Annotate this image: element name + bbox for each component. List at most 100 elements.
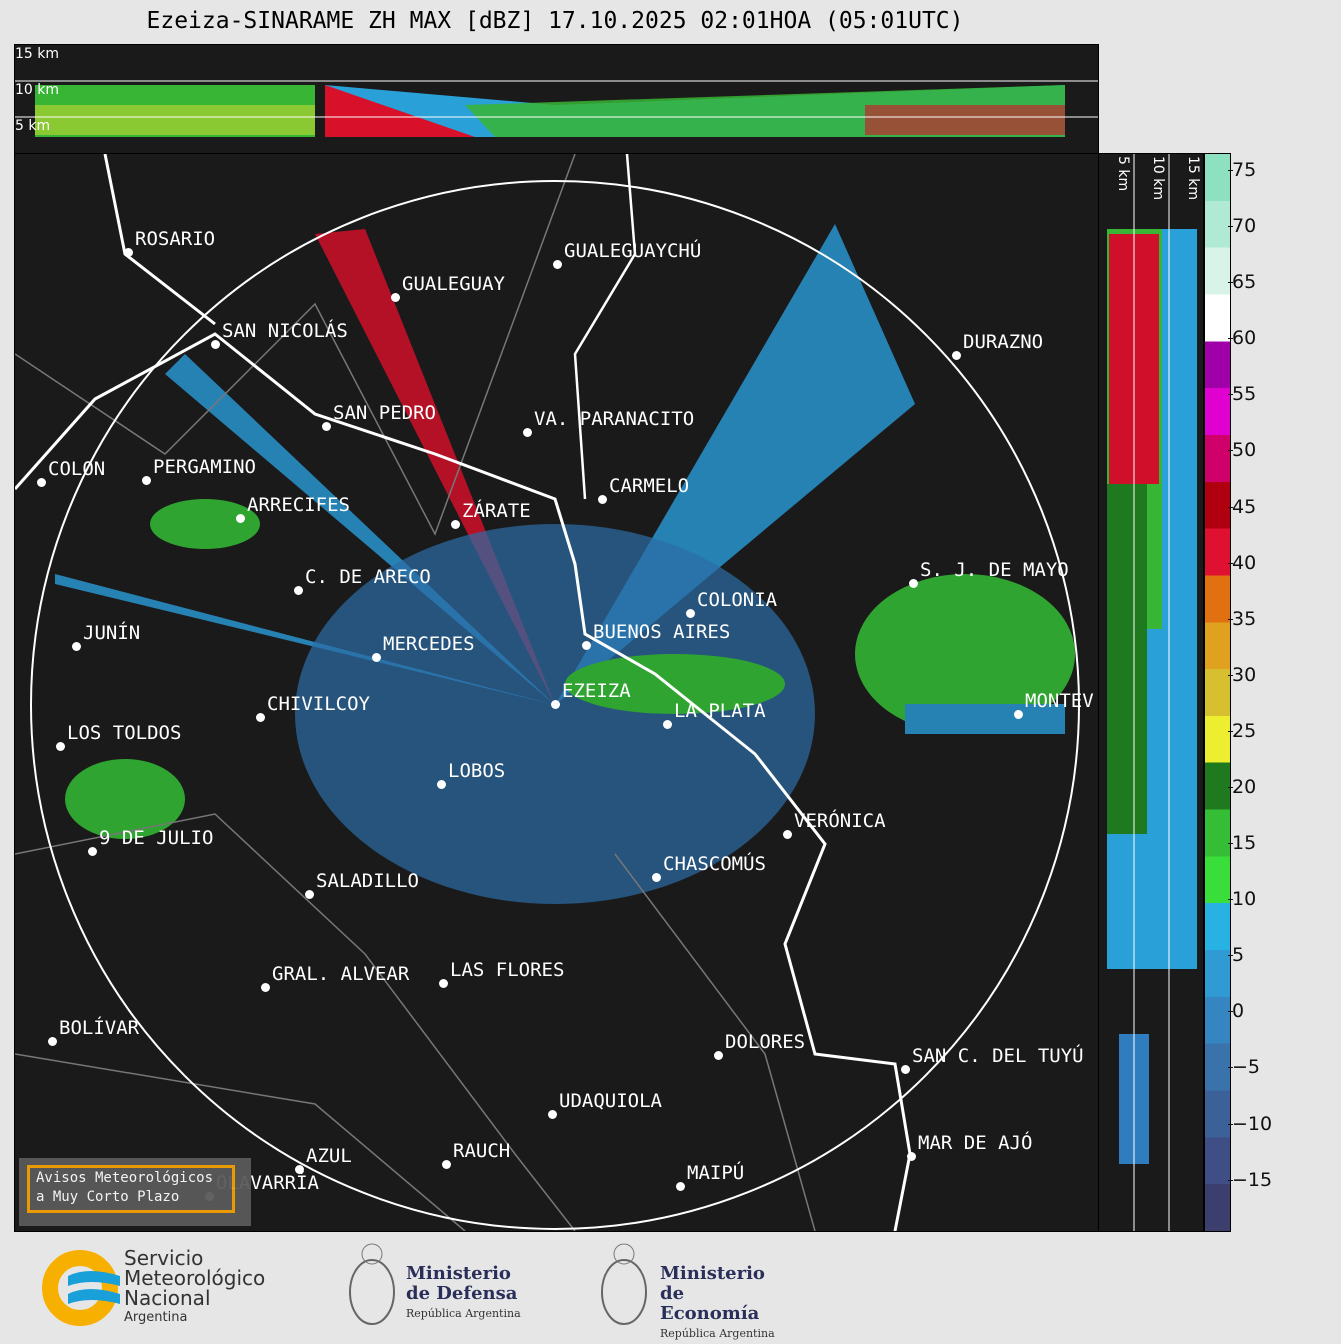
- colorbar-tick: 65: [1227, 271, 1257, 294]
- radar-map[interactable]: ROSARIO GUALEGUAYCHÚ GUALEGUAY SAN NICOLÁS D…: [14, 153, 1099, 1232]
- city-label: MAIPÚ: [687, 1162, 745, 1184]
- city-label: LOBOS: [448, 760, 506, 782]
- city-label: COLONIA: [697, 589, 778, 611]
- city-label: JUNÍN: [83, 622, 141, 644]
- city-marker: [907, 1152, 916, 1161]
- city-marker: [72, 642, 81, 651]
- city-marker: [437, 780, 446, 789]
- colorbar-tick: −5: [1227, 1056, 1261, 1079]
- city-label: BOLÍVAR: [59, 1017, 140, 1039]
- city-marker: [372, 653, 381, 662]
- smn-text: Servicio: [124, 1246, 204, 1270]
- colorbar-tick: 25: [1227, 719, 1257, 742]
- city-label: S. J. DE MAYO: [920, 559, 1069, 581]
- city-marker: [391, 293, 400, 302]
- city-label: AZUL: [306, 1145, 352, 1167]
- height-label: 15 km: [15, 46, 60, 62]
- city-label: SAN C. DEL TUYÚ: [912, 1045, 1084, 1067]
- defensa-text: de Defensa: [406, 1283, 518, 1304]
- height-label: 10 km: [1150, 156, 1166, 201]
- city-marker: [305, 890, 314, 899]
- side-cross-section-panel: 5 km 10 km 15 km: [1098, 153, 1204, 1232]
- city-label: RAUCH: [453, 1140, 511, 1162]
- city-marker: [88, 847, 97, 856]
- avisos-line2: a Muy Corto Plazo: [36, 1189, 180, 1205]
- avisos-line1: Avisos Meteorológicos: [36, 1170, 214, 1186]
- city-marker: [523, 428, 532, 437]
- city-marker: [439, 979, 448, 988]
- economia-logo: Ministerio de Economía República Argentina: [598, 1240, 788, 1340]
- colorbar-tick: 20: [1227, 775, 1257, 798]
- height-label: 5 km: [1115, 156, 1131, 192]
- city-label: C. DE ARECO: [305, 566, 431, 588]
- city-label: CHIVILCOY: [267, 693, 370, 715]
- economia-text: de Economía: [660, 1283, 760, 1324]
- colorbar-tick: 55: [1227, 383, 1257, 406]
- city-marker: [124, 248, 133, 257]
- colorbar-tick: 50: [1227, 439, 1257, 462]
- city-label: BUENOS AIRES: [593, 621, 731, 643]
- height-label: 5 km: [15, 118, 51, 134]
- colorbar-tick: 40: [1227, 551, 1257, 574]
- city-marker: [451, 520, 460, 529]
- city-marker: [142, 476, 151, 485]
- city-marker: [294, 586, 303, 595]
- city-marker: [236, 514, 245, 523]
- city-marker: [295, 1165, 304, 1174]
- top-cross-section-panel: 15 km 10 km 5 km: [14, 44, 1099, 154]
- colorbar-tick: −15: [1227, 1168, 1273, 1191]
- height-label: 10 km: [15, 82, 60, 98]
- city-marker: [48, 1037, 57, 1046]
- smn-text: Nacional: [124, 1286, 211, 1310]
- defensa-logo: Ministerio de Defensa República Argentina: [346, 1240, 526, 1330]
- avisos-button[interactable]: Avisos Meteorológicos a Muy Corto Plazo: [19, 1158, 251, 1226]
- city-marker: [553, 260, 562, 269]
- city-marker: [261, 983, 270, 992]
- city-marker: [256, 713, 265, 722]
- colorbar-tick: −10: [1227, 1112, 1273, 1135]
- city-label: CARMELO: [609, 475, 690, 497]
- city-label: LAS FLORES: [450, 959, 565, 981]
- city-label: 9 DE JULIO: [99, 827, 214, 849]
- colorbar-tick: 10: [1227, 888, 1257, 911]
- smn-text: Argentina: [124, 1310, 188, 1325]
- colorbar-tick: 45: [1227, 495, 1257, 518]
- city-label: MAR DE AJÓ: [918, 1132, 1033, 1154]
- city-label: UDAQUIOLA: [559, 1090, 662, 1112]
- city-marker: [211, 340, 220, 349]
- city-label: CHASCOMÚS: [663, 853, 766, 875]
- city-marker: [442, 1160, 451, 1169]
- colorbar-tick: 0: [1227, 1000, 1245, 1023]
- city-label: ZÁRATE: [462, 500, 531, 522]
- city-marker: [909, 579, 918, 588]
- colorbar-tick: 70: [1227, 215, 1257, 238]
- city-marker: [598, 495, 607, 504]
- city-label: COLON: [48, 458, 106, 480]
- city-label: PERGAMINO: [153, 456, 256, 478]
- colorbar-tick: 15: [1227, 832, 1257, 855]
- colorbar-tick: 35: [1227, 607, 1257, 630]
- city-marker: [663, 720, 672, 729]
- city-label: SAN PEDRO: [333, 402, 436, 424]
- economia-text: República Argentina: [660, 1327, 775, 1340]
- city-label: VERÓNICA: [794, 810, 886, 832]
- city-label: ROSARIO: [135, 228, 216, 250]
- city-label: DURAZNO: [963, 331, 1044, 353]
- city-marker: [686, 609, 695, 618]
- city-label: MONTEV: [1025, 690, 1094, 712]
- city-label: GUALEGUAYCHÚ: [564, 240, 702, 262]
- city-marker: [952, 351, 961, 360]
- economia-text: Ministerio: [660, 1263, 765, 1284]
- city-label: GUALEGUAY: [402, 273, 505, 295]
- city-marker: [56, 742, 65, 751]
- city-label: LOS TOLDOS: [67, 722, 182, 744]
- city-label: ARRECIFES: [247, 494, 350, 516]
- height-label: 15 km: [1185, 156, 1201, 201]
- colorbar-tick: 30: [1227, 663, 1257, 686]
- city-marker: [1014, 710, 1023, 719]
- city-label: LA PLATA: [674, 700, 766, 722]
- city-marker: [714, 1051, 723, 1060]
- radar-range-ring: [30, 180, 1080, 1230]
- city-marker: [783, 830, 792, 839]
- defensa-text: Ministerio: [406, 1263, 511, 1284]
